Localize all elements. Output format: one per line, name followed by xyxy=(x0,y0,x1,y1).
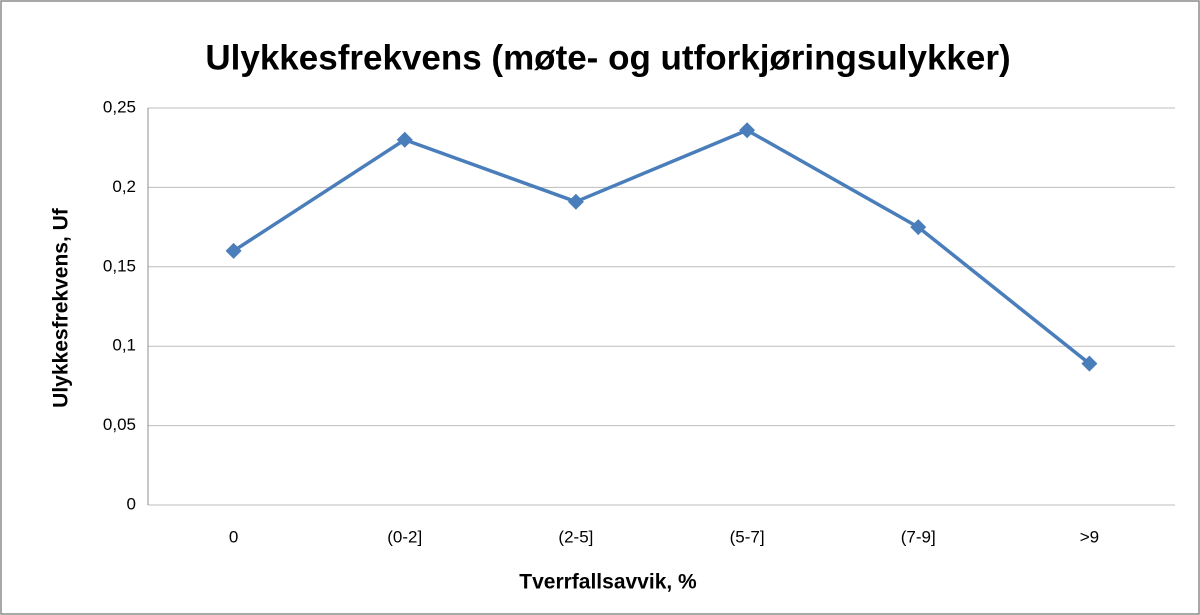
y-tick-label: 0 xyxy=(127,494,136,513)
x-tick-label: 0 xyxy=(229,527,238,546)
data-point xyxy=(225,242,242,259)
chart-title: Ulykkesfrekvens (møte- og utforkjøringsu… xyxy=(205,38,1010,77)
data-point xyxy=(1081,355,1098,372)
data-point xyxy=(567,193,584,210)
x-tick-label: (2-5] xyxy=(558,527,593,546)
y-tick-label: 0,15 xyxy=(103,256,136,275)
data-line xyxy=(232,128,1091,366)
data-point xyxy=(396,131,413,148)
y-axis-label: Ulykkesfrekvens, Uf xyxy=(50,207,73,408)
x-tick-label: (0-2] xyxy=(387,527,422,546)
y-tick-label: 0,25 xyxy=(103,97,136,116)
data-point xyxy=(910,219,927,236)
x-tick-label: >9 xyxy=(1080,527,1099,546)
y-tick-label: 0,1 xyxy=(112,336,136,355)
x-tick-label: (7-9] xyxy=(901,527,936,546)
y-tick-label: 0,05 xyxy=(103,415,136,434)
y-tick-label: 0,2 xyxy=(112,177,136,196)
x-axis-label: Tverrfallsavvik, % xyxy=(519,571,697,594)
x-tick-label: (5-7] xyxy=(730,527,765,546)
data-point xyxy=(739,122,756,139)
